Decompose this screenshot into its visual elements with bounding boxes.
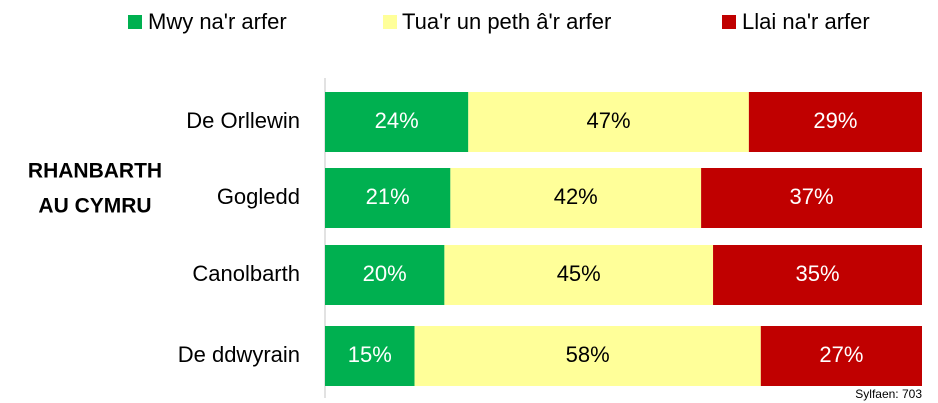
y-tick-label: Gogledd: [217, 184, 300, 209]
data-label: 42%: [554, 184, 598, 209]
legend-label: Mwy na'r arfer: [148, 9, 287, 34]
y-tick-label: De Orllewin: [186, 108, 300, 133]
data-label: 35%: [796, 261, 840, 286]
bar-segment: [325, 92, 469, 152]
data-label: 58%: [566, 342, 610, 367]
bar-segment: [414, 326, 761, 386]
bar-segment: [450, 168, 702, 228]
legend-swatch: [128, 15, 142, 29]
bar-segment: [760, 326, 922, 386]
y-tick-label: De ddwyrain: [178, 342, 300, 367]
data-label: 24%: [375, 108, 419, 133]
data-label: 21%: [366, 184, 410, 209]
data-label: 29%: [813, 108, 857, 133]
legend-swatch: [383, 15, 397, 29]
data-label: 47%: [587, 108, 631, 133]
bar-segment: [325, 326, 415, 386]
bar-segment: [701, 168, 922, 228]
data-label: 27%: [819, 342, 863, 367]
bar-segment: [325, 245, 445, 305]
data-label: 20%: [363, 261, 407, 286]
bar-segment: [325, 168, 451, 228]
y-tick-label: Canolbarth: [192, 261, 300, 286]
legend-label: Tua'r un peth â'r arfer: [402, 9, 611, 34]
bar-segment: [444, 245, 714, 305]
data-label: 37%: [790, 184, 834, 209]
legend-label: Llai na'r arfer: [742, 9, 870, 34]
data-label: 45%: [557, 261, 601, 286]
data-label: 15%: [348, 342, 392, 367]
bar-segment: [748, 92, 922, 152]
legend-swatch: [722, 15, 736, 29]
bar-segment: [468, 92, 749, 152]
footnote: Sylfaen: 703: [855, 387, 922, 401]
bar-segment: [713, 245, 922, 305]
group-label: RHANBARTH: [28, 160, 162, 183]
group-label: AU CYMRU: [38, 195, 151, 218]
